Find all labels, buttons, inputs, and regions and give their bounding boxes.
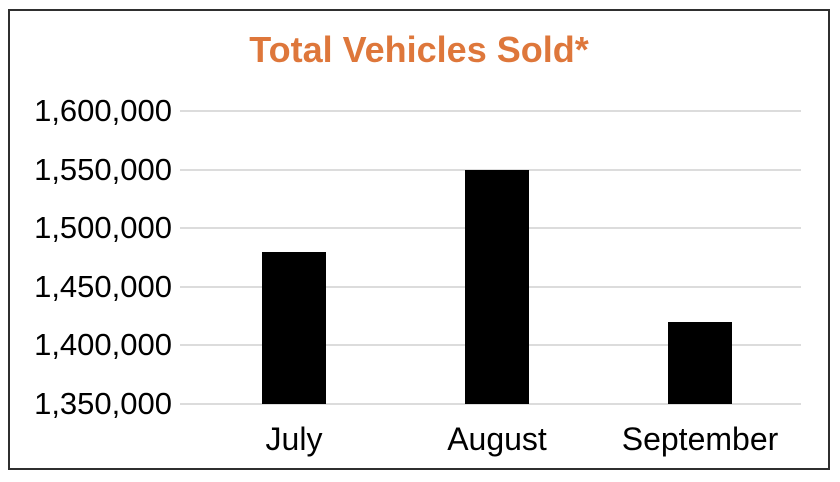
y-axis-tick [180, 403, 192, 405]
y-axis-label: 1,400,000 [34, 327, 172, 362]
chart-title: Total Vehicles Sold* [249, 29, 589, 70]
x-axis-label-august: August [447, 421, 547, 457]
y-axis-tick [180, 227, 192, 229]
x-axis-label-july: July [265, 421, 323, 457]
bar-august [465, 170, 529, 404]
chart-frame: Total Vehicles Sold* 1,600,000 1,550,000 1… [8, 9, 830, 470]
x-axis: July August September [192, 418, 801, 462]
plot-area [180, 110, 801, 405]
bar-september [668, 322, 732, 404]
y-axis-label: 1,350,000 [34, 386, 172, 421]
gridline [192, 110, 801, 112]
x-axis-label-september: September [621, 421, 779, 457]
y-axis-label: 1,500,000 [34, 210, 172, 245]
y-axis-tick [180, 110, 192, 112]
y-axis-label: 1,600,000 [34, 93, 172, 128]
y-axis-label: 1,450,000 [34, 269, 172, 304]
y-axis-tick [180, 169, 192, 171]
gridline [192, 403, 801, 405]
y-axis: 1,600,000 1,550,000 1,500,000 1,450,000 1,40… [22, 95, 172, 420]
y-axis-tick [180, 344, 192, 346]
y-axis-label: 1,550,000 [34, 152, 172, 187]
y-axis-tick [180, 286, 192, 288]
bar-july [262, 252, 326, 404]
